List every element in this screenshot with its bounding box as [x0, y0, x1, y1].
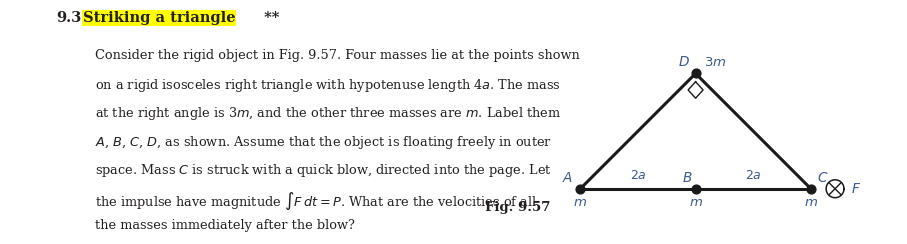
- Text: space. Mass $C$ is struck with a quick blow, directed into the page. Let: space. Mass $C$ is struck with a quick b…: [95, 162, 552, 179]
- Point: [573, 187, 588, 191]
- Point: [688, 71, 703, 75]
- Text: $3m$: $3m$: [704, 56, 727, 70]
- Text: **: **: [259, 11, 279, 25]
- Text: $A$: $A$: [562, 171, 573, 185]
- Text: $B$: $B$: [682, 171, 693, 185]
- Point: [804, 187, 818, 191]
- Text: Striking a triangle: Striking a triangle: [83, 11, 235, 25]
- Text: $C$: $C$: [816, 171, 828, 185]
- Text: Consider the rigid object in Fig. 9.57. Four masses lie at the points shown: Consider the rigid object in Fig. 9.57. …: [95, 49, 580, 62]
- Text: $m$: $m$: [688, 196, 703, 209]
- Text: Fig. 9.57: Fig. 9.57: [485, 201, 551, 214]
- Text: on a rigid isosceles right triangle with hypotenuse length 4$a$. The mass: on a rigid isosceles right triangle with…: [95, 77, 561, 94]
- Text: $2a$: $2a$: [745, 169, 762, 182]
- Text: $F$: $F$: [851, 182, 861, 196]
- Point: [688, 187, 703, 191]
- Text: $D$: $D$: [678, 55, 690, 70]
- Text: $m$: $m$: [573, 196, 588, 209]
- Text: the impulse have magnitude $\int F\,dt = P$. What are the velocities of all: the impulse have magnitude $\int F\,dt =…: [95, 190, 538, 212]
- Text: $2a$: $2a$: [629, 169, 647, 182]
- Text: the masses immediately after the blow?: the masses immediately after the blow?: [95, 219, 356, 232]
- Text: 9.38.: 9.38.: [56, 11, 97, 25]
- Text: $m$: $m$: [804, 196, 818, 209]
- Text: $A$, $B$, $C$, $D$, as shown. Assume that the object is floating freely in outer: $A$, $B$, $C$, $D$, as shown. Assume tha…: [95, 134, 552, 151]
- Text: at the right angle is 3$m$, and the other three masses are $m$. Label them: at the right angle is 3$m$, and the othe…: [95, 105, 561, 122]
